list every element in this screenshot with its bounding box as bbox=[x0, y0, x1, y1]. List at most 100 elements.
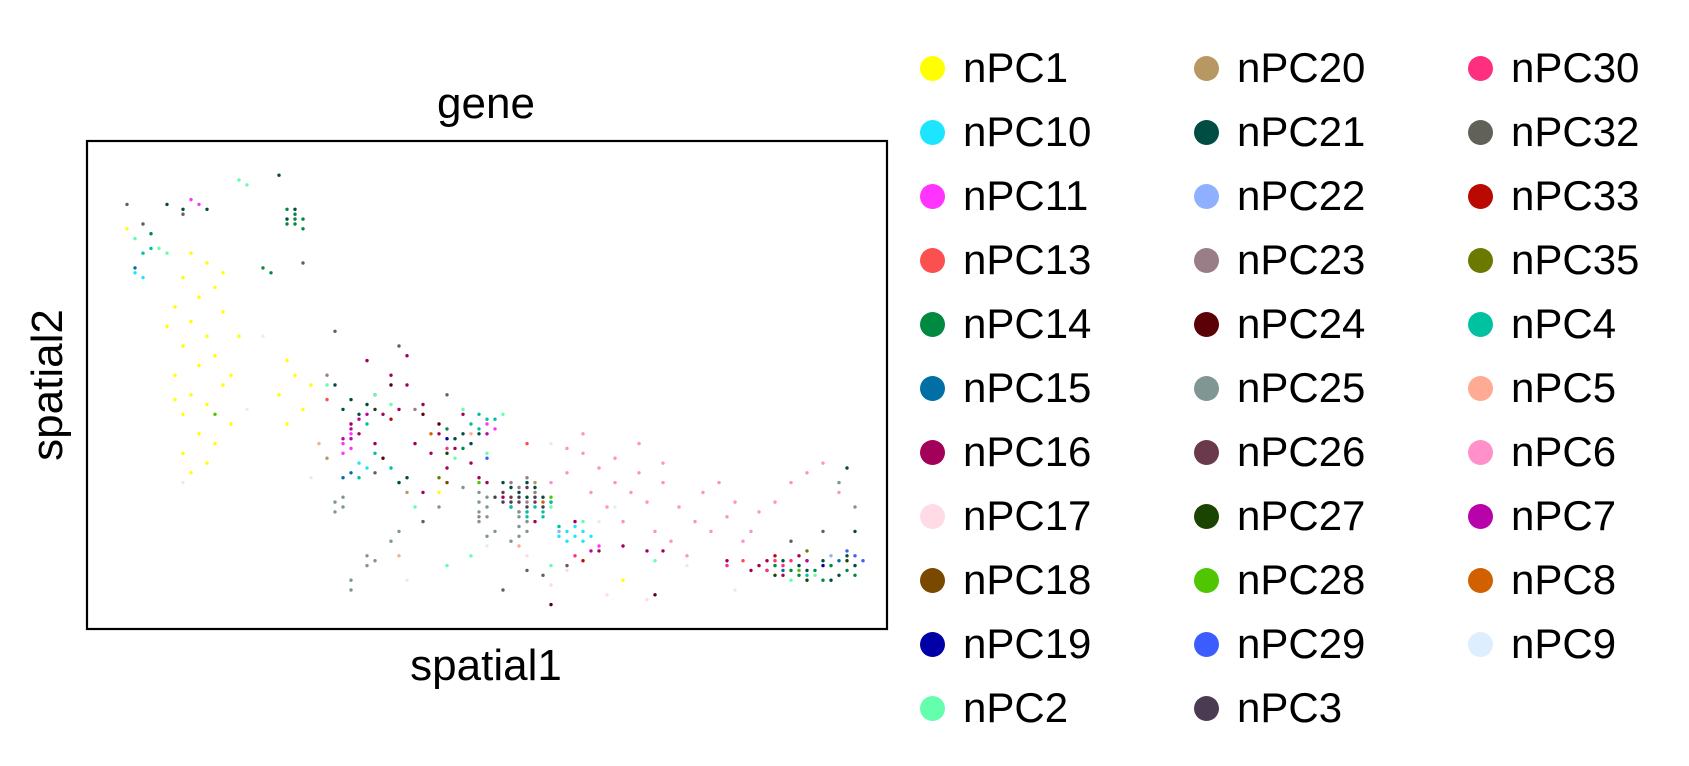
data-point bbox=[437, 505, 441, 509]
data-point bbox=[565, 529, 569, 534]
data-point bbox=[453, 437, 457, 441]
data-point bbox=[621, 544, 625, 548]
data-point bbox=[349, 578, 353, 582]
legend-label: nPC21 bbox=[1237, 108, 1366, 155]
data-point bbox=[365, 466, 369, 470]
legend-item: nPC33 bbox=[1468, 164, 1639, 228]
data-point bbox=[685, 563, 689, 568]
data-point bbox=[445, 427, 449, 431]
legend-item: nPC18 bbox=[920, 548, 1091, 612]
data-point bbox=[349, 427, 353, 431]
series-nPC28 bbox=[213, 412, 801, 573]
legend-label: nPC1 bbox=[963, 44, 1069, 91]
data-point bbox=[341, 407, 345, 412]
legend-swatch bbox=[1194, 119, 1219, 145]
data-point bbox=[325, 397, 329, 402]
legend-swatch bbox=[1194, 439, 1219, 465]
series-nPC7 bbox=[341, 412, 809, 563]
data-point bbox=[805, 578, 809, 582]
data-point bbox=[509, 539, 513, 543]
data-point bbox=[629, 490, 633, 495]
data-point bbox=[397, 344, 401, 348]
data-point bbox=[781, 568, 785, 573]
data-point bbox=[389, 539, 393, 543]
data-point bbox=[621, 519, 625, 524]
data-point bbox=[389, 373, 393, 377]
data-point bbox=[349, 437, 353, 441]
data-point bbox=[373, 451, 377, 455]
data-point bbox=[565, 471, 569, 475]
series-nPC24 bbox=[381, 383, 657, 607]
legend-label: nPC8 bbox=[1511, 556, 1617, 603]
legend-swatch bbox=[920, 119, 945, 145]
legend-label: nPC19 bbox=[963, 620, 1092, 667]
series-nPC10 bbox=[133, 271, 593, 543]
data-point bbox=[277, 393, 281, 397]
data-point bbox=[581, 519, 585, 524]
legend-swatch bbox=[1194, 247, 1219, 273]
data-point bbox=[461, 432, 465, 436]
data-point bbox=[221, 271, 225, 275]
data-point bbox=[357, 417, 361, 421]
series-nPC27 bbox=[373, 407, 849, 582]
legend-item: nPC10 bbox=[920, 100, 1091, 164]
legend-item: nPC5 bbox=[1468, 356, 1616, 420]
legend-item: nPC9 bbox=[1468, 612, 1616, 676]
data-point bbox=[525, 476, 529, 480]
data-point bbox=[789, 559, 793, 563]
series-nPC1 bbox=[125, 227, 625, 582]
legend-label: nPC4 bbox=[1511, 300, 1617, 347]
legend-swatch bbox=[1194, 567, 1219, 593]
data-point bbox=[525, 515, 529, 519]
data-point bbox=[133, 271, 137, 275]
data-point bbox=[477, 476, 481, 480]
data-point bbox=[333, 329, 337, 333]
data-point bbox=[445, 393, 449, 397]
legend-item: nPC26 bbox=[1194, 420, 1365, 484]
data-point bbox=[645, 500, 649, 504]
data-point bbox=[325, 373, 329, 377]
data-point bbox=[461, 446, 465, 451]
data-point bbox=[197, 432, 201, 436]
data-point bbox=[773, 563, 777, 568]
series-nPC3 bbox=[493, 495, 545, 509]
data-point bbox=[349, 446, 353, 451]
legend-label: nPC2 bbox=[963, 684, 1069, 731]
data-point bbox=[501, 588, 505, 592]
legend-item: nPC19 bbox=[920, 612, 1091, 676]
data-point bbox=[405, 476, 409, 480]
data-point bbox=[437, 422, 441, 426]
data-point bbox=[229, 422, 233, 426]
data-point bbox=[797, 563, 801, 568]
data-point bbox=[517, 544, 521, 548]
data-point bbox=[237, 178, 241, 182]
legend-swatch bbox=[1468, 311, 1493, 337]
data-point bbox=[789, 568, 793, 573]
data-point bbox=[493, 495, 497, 499]
series-nPC33 bbox=[389, 417, 777, 563]
data-point bbox=[597, 549, 601, 553]
data-point bbox=[517, 510, 521, 514]
legend-swatch bbox=[920, 55, 945, 81]
series-nPC35 bbox=[437, 476, 809, 553]
data-point bbox=[733, 500, 737, 504]
data-point bbox=[589, 549, 593, 553]
data-point bbox=[525, 554, 529, 558]
data-point bbox=[573, 524, 577, 529]
data-point bbox=[757, 563, 761, 568]
data-point bbox=[181, 212, 185, 216]
y-axis-label: spatial2 bbox=[23, 309, 72, 461]
data-point bbox=[573, 519, 577, 524]
data-point bbox=[181, 275, 185, 280]
data-point bbox=[557, 534, 561, 538]
data-point bbox=[805, 568, 809, 573]
series-nPC21 bbox=[165, 173, 857, 582]
data-point bbox=[333, 500, 337, 504]
data-point bbox=[485, 544, 489, 548]
data-point bbox=[397, 529, 401, 534]
data-point bbox=[341, 451, 345, 455]
data-point bbox=[461, 412, 465, 416]
legend-label: nPC23 bbox=[1237, 236, 1366, 283]
data-point bbox=[581, 559, 585, 563]
data-point bbox=[461, 485, 465, 490]
